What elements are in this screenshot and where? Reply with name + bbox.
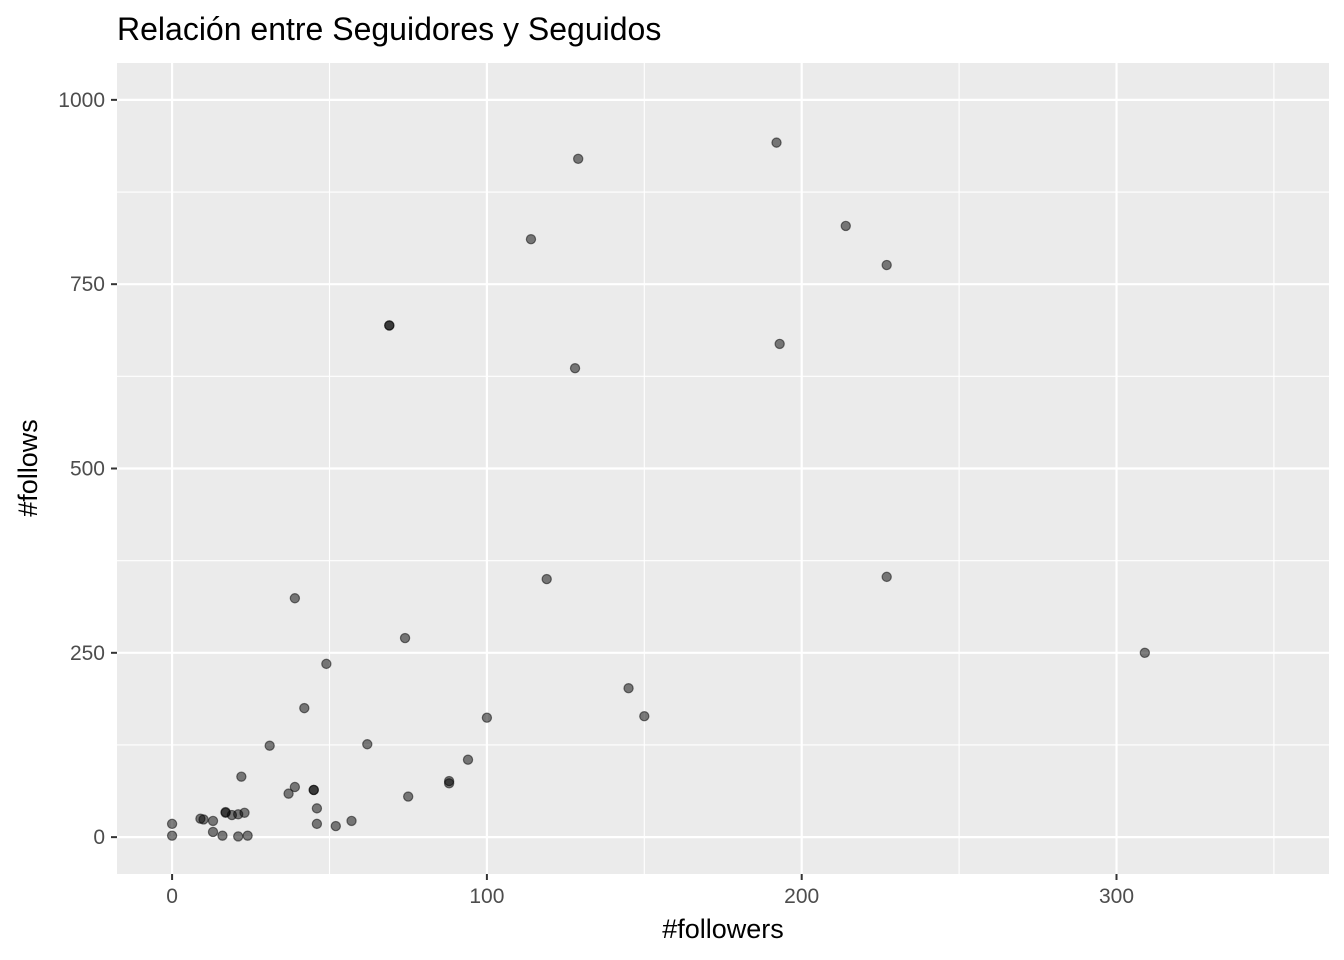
data-point [881,571,892,583]
y-axis-title: #follows [13,419,43,517]
data-point [198,814,209,825]
x-tick-label: 200 [784,885,819,908]
data-point [321,658,332,670]
data-point [1139,647,1151,659]
major-gridlines [117,63,1329,874]
data-point [569,363,581,374]
y-axis-ticks: 0 250 500 750 1000 [58,89,117,849]
data-point [236,771,247,782]
data-point [311,803,323,814]
data-point [308,784,319,796]
data-point [402,791,414,802]
data-point [462,754,474,765]
data-point [572,153,584,165]
data-point [299,702,310,714]
data-point [311,818,323,830]
data-point [207,826,219,838]
y-tick-label: 750 [70,273,105,296]
data-point [289,593,301,604]
data-point [330,820,341,832]
data-point [881,259,892,271]
data-point [242,830,253,841]
data-point [217,830,228,841]
x-axis-ticks: 0 100 200 300 [166,874,1134,908]
chart-title: Relación entre Seguidores y Seguidos [117,11,661,47]
data-point [623,683,634,694]
data-point [264,740,275,751]
data-point [525,234,537,245]
data-point [840,220,851,232]
y-tick-label: 1000 [58,89,105,112]
data-point [399,632,411,644]
y-tick-label: 0 [93,826,105,849]
x-tick-label: 100 [469,885,504,908]
data-point [346,815,357,827]
data-point [207,815,219,827]
data-point [283,788,294,799]
data-point [771,137,782,148]
x-tick-label: 0 [166,885,178,908]
data-point [239,807,250,819]
y-tick-label: 500 [70,458,105,481]
data-point [232,831,244,842]
data-point [166,818,178,830]
data-point [384,320,395,331]
data-point [166,830,178,841]
data-point [639,711,650,722]
data-point [774,338,785,350]
data-point [289,781,301,793]
data-point [481,712,493,723]
data-points [166,137,1151,842]
data-point [362,739,373,750]
data-point [443,778,455,789]
x-axis-title: #followers [662,914,784,944]
data-point [541,573,552,585]
y-tick-label: 250 [70,642,105,665]
x-tick-label: 300 [1099,885,1134,908]
